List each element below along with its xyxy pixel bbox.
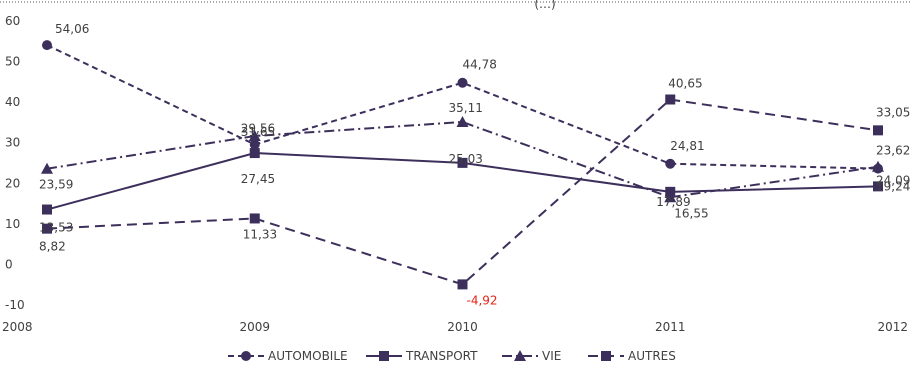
data-label: 24,81 [670, 139, 704, 153]
series-line [46, 98, 879, 286]
point-marker-square [249, 148, 260, 159]
series-line [46, 120, 879, 199]
point-marker-square [665, 94, 676, 105]
legend: AUTOMOBILE TRANSPORT VIE AUTRES [228, 349, 676, 363]
legend-label: AUTRES [628, 349, 676, 363]
y-tick-label: 0 [5, 257, 13, 271]
y-tick-label: 50 [5, 55, 20, 69]
legend-item-automobile: AUTOMOBILE [228, 349, 348, 363]
point-marker-square [457, 279, 468, 290]
point-marker-square [249, 213, 260, 224]
point-marker-circle [241, 351, 251, 361]
series-layer [41, 40, 884, 290]
y-tick-label: 40 [5, 95, 20, 109]
data-label: 40,65 [668, 77, 702, 91]
x-tick-label: 2011 [655, 320, 686, 334]
data-label: 29,56 [241, 121, 275, 135]
point-marker-square [379, 351, 389, 361]
x-axis: 2008 2009 2010 2011 2012 [2, 320, 908, 334]
legend-label: VIE [542, 349, 561, 363]
data-label: 31,65 [241, 125, 275, 139]
data-label: 24,09 [876, 174, 910, 188]
series-vie [41, 115, 884, 203]
point-marker-square [42, 204, 52, 215]
chart-title-fragment: (…) [534, 0, 555, 11]
point-marker-triangle [872, 160, 884, 172]
data-label: 23,62 [876, 144, 910, 158]
point-marker-triangle [41, 162, 53, 174]
legend-label: TRANSPORT [405, 349, 478, 363]
point-marker-square [42, 223, 52, 234]
data-label: 13,53 [39, 221, 73, 235]
point-marker-circle [457, 77, 468, 88]
data-label: 25,03 [449, 152, 483, 166]
data-label: 27,45 [241, 172, 275, 186]
data-label: 17,89 [656, 195, 690, 209]
data-label: 8,82 [39, 240, 66, 254]
data-label: -4,92 [467, 293, 498, 307]
x-tick-label: 2010 [447, 320, 478, 334]
point-marker-square [601, 351, 611, 361]
y-tick-label: 10 [5, 217, 20, 231]
data-label: 35,11 [449, 101, 483, 115]
y-tick-label: -10 [5, 298, 25, 312]
point-marker-circle [665, 158, 676, 169]
data-label-layer: 54,06 29,56 44,78 24,81 23,62 13,53 27,45 25,03… [39, 22, 910, 307]
legend-label: AUTOMOBILE [268, 349, 348, 363]
data-label: 54,06 [55, 22, 89, 36]
legend-item-autres: AUTRES [588, 349, 676, 363]
x-tick-label: 2012 [877, 320, 908, 334]
series-autres [42, 94, 883, 290]
point-marker-triangle [514, 350, 526, 361]
point-marker-square [457, 157, 468, 168]
legend-item-vie: VIE [502, 349, 561, 363]
legend-item-transport: TRANSPORT [366, 349, 478, 363]
point-marker-square [873, 181, 883, 192]
x-tick-label: 2008 [2, 320, 33, 334]
data-label: 11,33 [243, 227, 277, 241]
point-marker-triangle [664, 191, 677, 203]
y-tick-label: 20 [5, 176, 20, 190]
point-marker-circle [42, 40, 52, 51]
data-label: 44,78 [463, 58, 497, 72]
series-line [46, 44, 879, 170]
point-marker-circle [249, 139, 260, 150]
x-tick-label: 2009 [239, 320, 270, 334]
data-label: 33,05 [876, 105, 910, 119]
data-label: 16,55 [674, 206, 708, 220]
data-label: 19,24 [876, 179, 910, 193]
point-marker-triangle [248, 130, 261, 142]
data-label: 23,59 [39, 178, 73, 192]
point-marker-square [873, 125, 883, 136]
y-axis: 60 50 40 30 20 10 0 -10 [5, 14, 25, 312]
y-tick-label: 30 [5, 136, 20, 150]
point-marker-triangle [456, 115, 469, 127]
y-tick-label: 60 [5, 14, 20, 28]
